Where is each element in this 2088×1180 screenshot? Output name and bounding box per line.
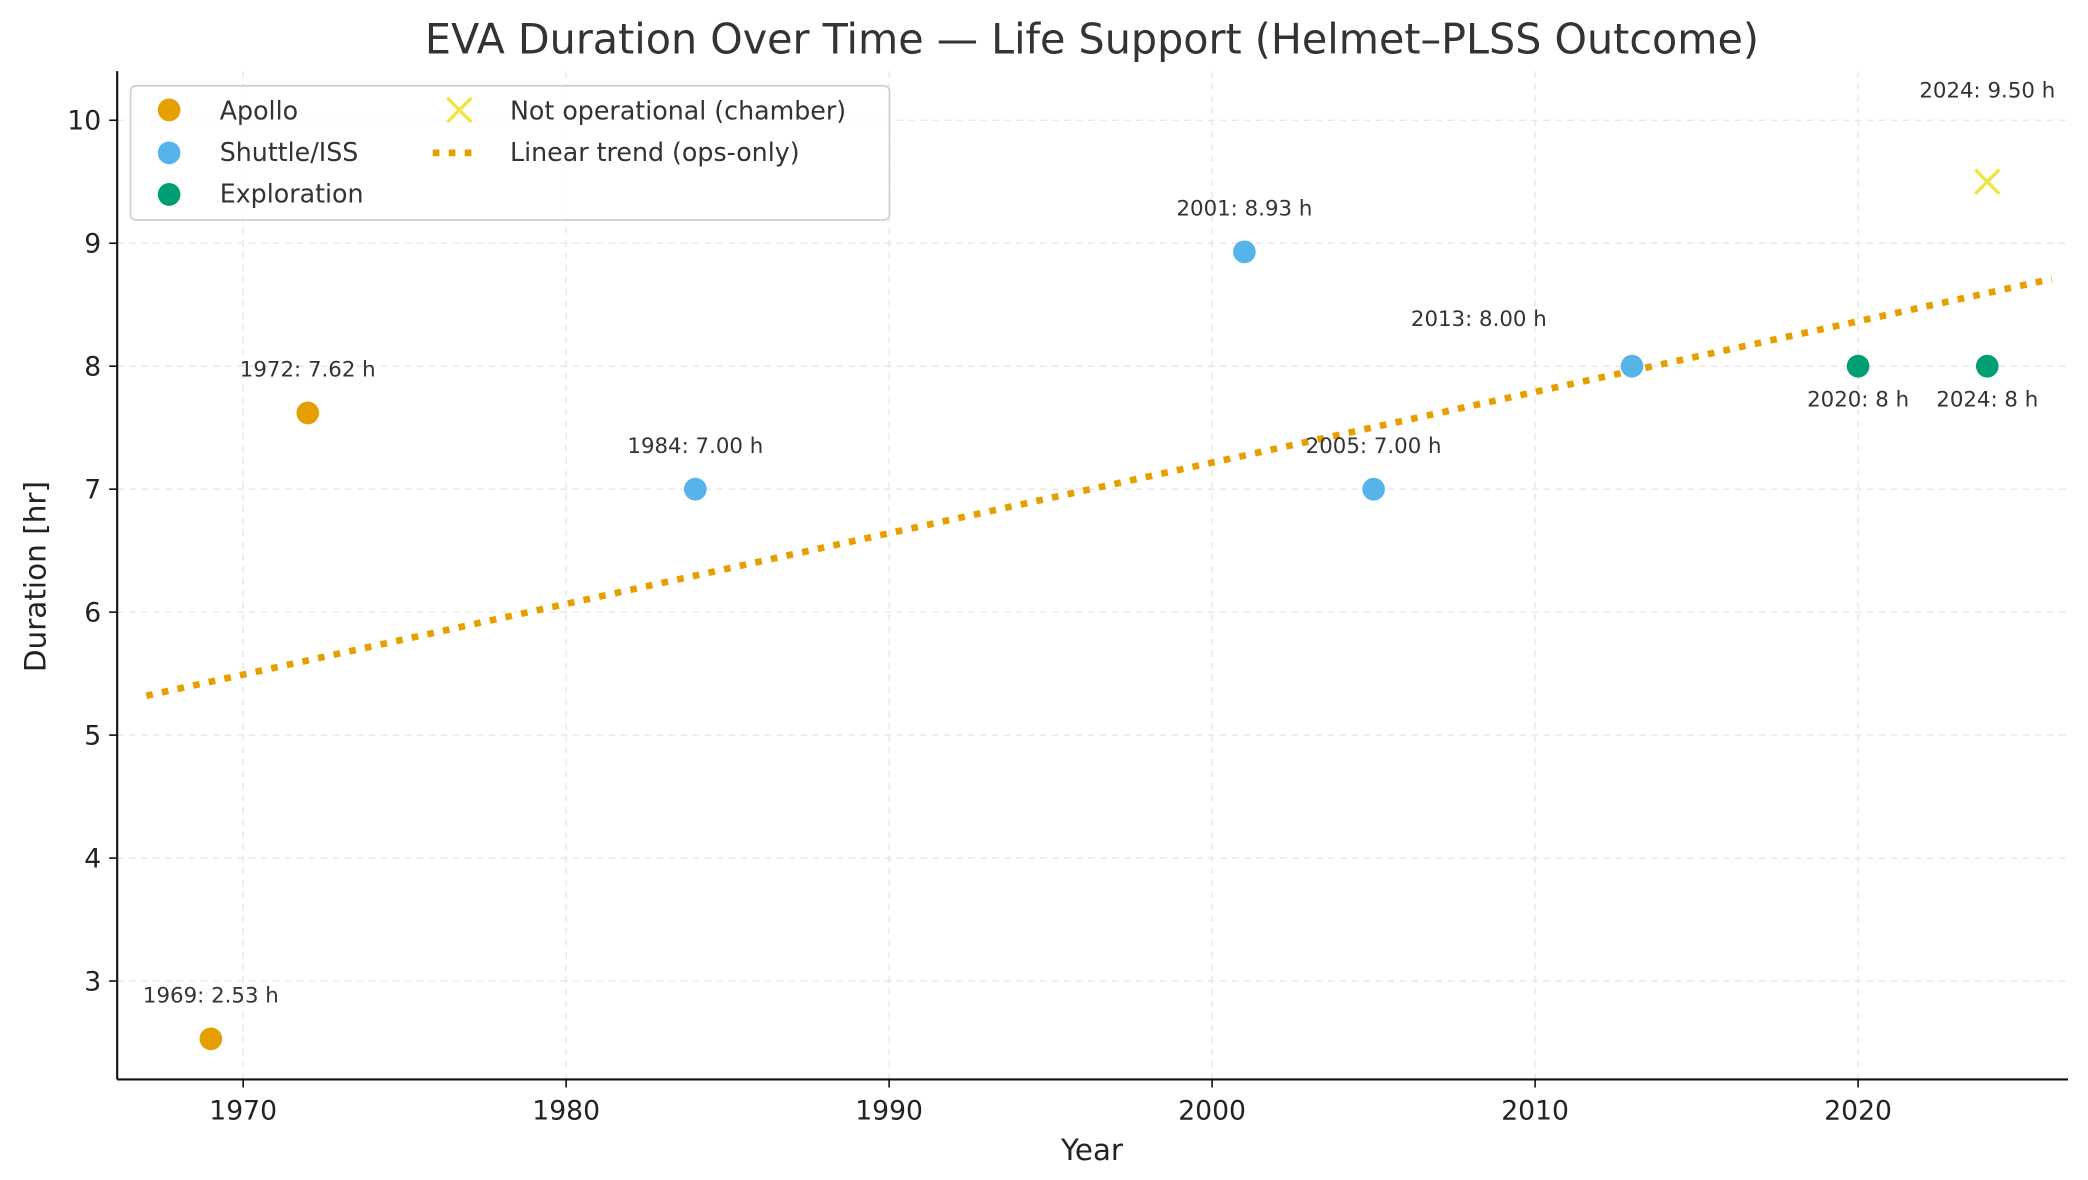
legend-marker-exploration xyxy=(157,183,181,206)
ticks: 1970 1980 1990 2000 2010 2020 3 4 5 6 7 8 9 10 xyxy=(67,106,1892,1127)
y-tick-label: 10 xyxy=(67,106,101,137)
legend-label-exploration: Exploration xyxy=(220,178,364,208)
data-point xyxy=(1362,477,1385,501)
data-label: 2005: 7.00 h xyxy=(1306,434,1442,459)
legend: Apollo Shuttle/ISS Exploration Not opera… xyxy=(129,85,891,221)
y-axis-label: Duration [hr] xyxy=(18,481,52,672)
data-label: 2020: 8 h xyxy=(1807,387,1909,412)
axes xyxy=(116,71,2069,1081)
data-label: 1969: 2.53 h xyxy=(143,984,279,1009)
y-tick-label: 7 xyxy=(84,474,101,505)
x-axis-label: Year xyxy=(1060,1133,1124,1167)
data-label: 2024: 9.50 h xyxy=(1919,78,2055,103)
grid xyxy=(117,71,2069,1080)
legend-label-trend: Linear trend (ops-only) xyxy=(510,137,800,167)
y-tick-label: 3 xyxy=(84,966,101,997)
data-label: 1972: 7.62 h xyxy=(240,358,376,383)
legend-marker-shuttle xyxy=(157,141,181,165)
x-tick-label: 2020 xyxy=(1824,1096,1892,1127)
data-points: 1969: 2.53 h 1972: 7.62 h 1984: 7.00 h 2001… xyxy=(143,78,2055,1051)
y-tick-label: 6 xyxy=(84,597,101,628)
data-point xyxy=(1620,354,1644,378)
y-tick-label: 4 xyxy=(84,843,101,874)
data-point xyxy=(684,477,707,501)
x-tick-label: 2010 xyxy=(1501,1096,1569,1127)
legend-marker-apollo xyxy=(157,98,181,122)
data-point xyxy=(1846,354,1870,378)
data-label: 1984: 7.00 h xyxy=(627,434,763,459)
data-label: 2013: 8.00 h xyxy=(1411,307,1547,332)
data-point xyxy=(199,1027,223,1051)
data-point xyxy=(296,401,320,425)
data-point xyxy=(1975,354,1999,378)
data-label: 2001: 8.93 h xyxy=(1176,197,1312,222)
y-tick-label: 9 xyxy=(84,229,101,260)
x-tick-label: 1980 xyxy=(532,1096,600,1127)
data-point xyxy=(1233,240,1256,264)
x-tick-label: 1990 xyxy=(855,1096,923,1127)
x-marker xyxy=(1974,168,2001,195)
x-tick-label: 1970 xyxy=(209,1096,277,1127)
chart-title: EVA Duration Over Time — Life Support (H… xyxy=(425,16,1759,64)
trend-line-group xyxy=(145,275,2053,700)
data-label: 2024: 8 h xyxy=(1936,387,2038,412)
legend-marker-not-operational xyxy=(446,96,473,124)
legend-label-apollo: Apollo xyxy=(220,95,298,125)
x-marker-stroke xyxy=(1974,168,2001,195)
x-tick-label: 2000 xyxy=(1178,1096,1246,1127)
trend-line xyxy=(145,275,2053,700)
legend-frame xyxy=(129,85,891,221)
y-tick-label: 8 xyxy=(84,352,101,383)
y-tick-label: 5 xyxy=(84,720,101,751)
legend-label-shuttle: Shuttle/ISS xyxy=(220,137,359,167)
legend-label-not-operational: Not operational (chamber) xyxy=(510,95,846,125)
